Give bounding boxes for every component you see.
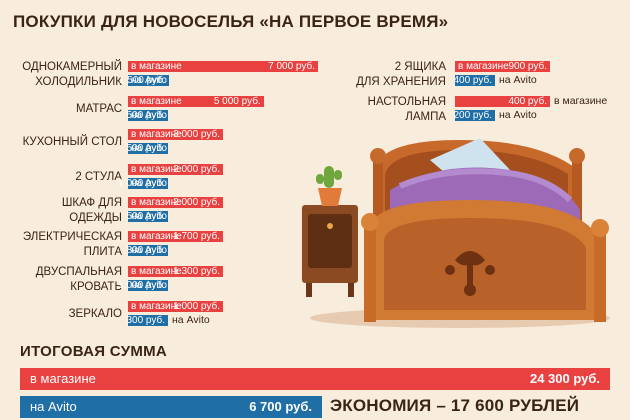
store-bar-series-label: в магазине: [131, 301, 182, 312]
store-bar-value: 900 руб.: [508, 61, 547, 72]
store-bar-value: 5 000 руб.: [213, 96, 261, 107]
avito-bar: 400 руб.: [453, 75, 495, 86]
avito-bar: на Avito 1 500 руб.: [119, 75, 169, 86]
store-bar-series-label: в магазине: [131, 266, 182, 277]
avito-bar-value: 500 руб.: [126, 211, 165, 222]
store-bar-value: 1 300 руб.: [173, 266, 220, 277]
item-label: ОДНОКАМЕРНЫЙ ХОЛОДИЛЬНИК: [22, 60, 122, 90]
avito-bar-series-label: на Avito: [131, 245, 167, 256]
item-label-line: 2 ЯЩИКА: [394, 61, 446, 73]
avito-bar-series-label: на Avito: [131, 211, 167, 222]
item-label: 2 СТУЛА: [75, 170, 122, 185]
total-avito-bar: на Avito 6 700 руб.: [20, 396, 322, 418]
bed-and-nightstand-illustration: [302, 138, 610, 328]
item-label-line: ОДЕЖДЫ: [69, 212, 122, 224]
avito-bar-value: 1 500 руб.: [118, 75, 166, 86]
store-bar-series-label: в магазине: [131, 61, 182, 72]
store-bar: 400 руб.: [455, 96, 550, 107]
item-label-line: ЗЕРКАЛО: [68, 308, 122, 320]
item-label-line: МАТРАС: [76, 103, 122, 115]
item-label: КУХОННЫЙ СТОЛ: [23, 135, 122, 150]
store-bar-value: 2 000 руб.: [173, 197, 220, 208]
item-label-line: КРОВАТЬ: [70, 281, 122, 293]
store-bar: в магазине 5 000 руб.: [128, 96, 264, 107]
avito-bar-value: 400 руб.: [453, 75, 492, 86]
store-bar: в магазине 7 000 руб.: [128, 61, 318, 72]
avito-bar-series-label: на Avito: [499, 109, 537, 121]
store-bar: в магазине 2 000 руб.: [128, 164, 223, 175]
total-store-bar: в магазине 24 300 руб.: [20, 368, 610, 390]
total-store-label: в магазине: [30, 371, 96, 386]
avito-bar: на Avito 500 руб.: [126, 143, 168, 154]
item-label: НАСТОЛЬНАЯ ЛАМПА: [368, 95, 446, 125]
store-bar: в магазине 900 руб.: [455, 61, 550, 72]
avito-bar: на Avito 1 000 руб.: [118, 280, 168, 291]
store-bar-series-label: в магазине: [131, 231, 182, 242]
avito-bar-series-label: на Avito: [131, 143, 167, 154]
avito-bar: на Avito 1 000 руб.: [118, 178, 168, 189]
store-bar-value: 2 000 руб.: [173, 164, 220, 175]
store-bar-value: 1 700 руб.: [173, 231, 220, 242]
store-bar-value: 400 руб.: [508, 96, 547, 107]
item-label: МАТРАС: [76, 102, 122, 117]
total-avito-value: 6 700 руб.: [249, 399, 312, 414]
item-label-line: КУХОННЫЙ СТОЛ: [22, 136, 122, 148]
store-bar: в магазине 2 000 руб.: [128, 197, 223, 208]
item-label: 2 ЯЩИКА ДЛЯ ХРАНЕНИЯ: [356, 60, 446, 90]
item-label: ЭЛЕКТРИЧЕСКАЯ ПЛИТА: [23, 230, 122, 260]
store-bar-series-label: в магазине: [131, 164, 182, 175]
item-label-line: ДЛЯ ХРАНЕНИЯ: [356, 76, 446, 88]
avito-bar-series-label: на Avito: [131, 178, 167, 189]
avito-bar-value: 800 руб.: [126, 245, 165, 256]
avito-bar-value: 500 руб.: [126, 110, 165, 121]
avito-bar: 200 руб.: [453, 110, 495, 121]
item-label-line: ПЛИТА: [83, 246, 122, 258]
avito-bar-series-label: на Avito: [499, 74, 537, 86]
store-bar-series-label: в магазине: [554, 95, 608, 107]
avito-bar-value: 300 руб.: [126, 315, 165, 326]
avito-bar: на Avito 800 руб.: [126, 245, 168, 256]
store-bar-value: 7 000 руб.: [268, 61, 315, 72]
item-label: ДВУСПАЛЬНАЯ КРОВАТЬ: [36, 265, 122, 295]
item-label-line: ШКАФ ДЛЯ: [61, 197, 122, 209]
item-label-line: НАСТОЛЬНАЯ: [367, 96, 446, 108]
avito-bar: на Avito 500 руб.: [126, 211, 168, 222]
store-bar-series-label: в магазине: [131, 129, 182, 140]
total-avito-label: на Avito: [30, 399, 77, 414]
store-bar-series-label: в магазине: [131, 96, 182, 107]
item-label: ЗЕРКАЛО: [69, 307, 122, 322]
avito-bar-value: 1 000 руб.: [118, 280, 165, 291]
item-label-line: ЛАМПА: [405, 111, 446, 123]
avito-bar-value: 1 000 руб.: [118, 178, 165, 189]
avito-bar: 300 руб.: [126, 315, 168, 326]
store-bar-series-label: в магазине: [131, 197, 182, 208]
store-bar-value: 3 000 руб.: [173, 129, 220, 140]
item-label-line: ЭЛЕКТРИЧЕСКАЯ: [22, 231, 122, 243]
item-label-line: ХОЛОДИЛЬНИК: [35, 76, 122, 88]
store-bar: в магазине 3 000 руб.: [128, 129, 223, 140]
item-label-line: ОДНОКАМЕРНЫЙ: [22, 61, 122, 73]
avito-bar-series-label: на Avito: [172, 314, 210, 326]
item-label-line: 2 СТУЛА: [75, 171, 122, 183]
store-bar: в магазине 1 700 руб.: [128, 231, 223, 242]
savings-text: ЭКОНОМИЯ – 17 600 РУБЛЕЙ: [330, 396, 580, 415]
avito-bar-value: 200 руб.: [453, 110, 492, 121]
store-bar: в магазине 1 000 руб.: [128, 301, 223, 312]
avito-bar: на Avito 500 руб.: [126, 110, 168, 121]
store-bar-value: 1 000 руб.: [173, 301, 220, 312]
item-label-line: ДВУСПАЛЬНАЯ: [35, 266, 122, 278]
store-bar: в магазине 1 300 руб.: [128, 266, 223, 277]
avito-bar-series-label: на Avito: [131, 75, 167, 86]
avito-bar-series-label: на Avito: [131, 280, 167, 291]
avito-bar-series-label: на Avito: [131, 110, 167, 121]
store-bar-series-label: в магазине: [458, 61, 509, 72]
page-title: ПОКУПКИ ДЛЯ НОВОСЕЛЬЯ «НА ПЕРВОЕ ВРЕМЯ»: [13, 12, 449, 31]
avito-bar-value: 500 руб.: [126, 143, 165, 154]
total-title: ИТОГОВАЯ СУММА: [20, 343, 168, 360]
total-store-value: 24 300 руб.: [529, 371, 600, 386]
item-label: ШКАФ ДЛЯ ОДЕЖДЫ: [62, 196, 122, 226]
